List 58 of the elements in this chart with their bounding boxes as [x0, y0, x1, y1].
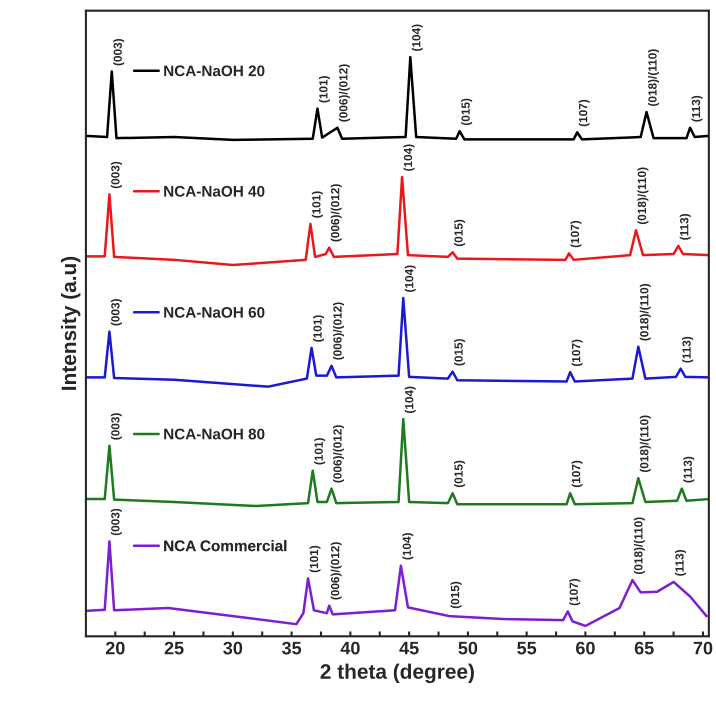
- legend-label: NCA-NaOH 20: [164, 65, 264, 76]
- annotation: (107): [578, 100, 590, 126]
- annotation: (015): [454, 339, 466, 366]
- x-tick-label: 70: [694, 642, 712, 654]
- annotation: (101): [310, 546, 321, 572]
- x-axis-title: 2 theta (degree): [320, 664, 474, 684]
- annotation: (104): [412, 24, 423, 51]
- annotation: (018)/(110): [648, 49, 659, 106]
- annotation: (006)/(012): [333, 425, 344, 482]
- annotation: (101): [312, 191, 323, 218]
- annotation: (107): [570, 220, 582, 248]
- annotation: (003): [110, 162, 122, 188]
- annotation: (006)/(012): [330, 184, 342, 242]
- annotation: (003): [110, 508, 122, 536]
- legend-label: NCA-NaOH 60: [164, 306, 264, 318]
- annotation: (003): [110, 299, 122, 326]
- x-tick-label: 65: [634, 642, 654, 654]
- annotation: (113): [682, 336, 694, 363]
- annotation: (101): [313, 315, 324, 342]
- x-tick-label: 30: [223, 642, 242, 654]
- annotation: (104): [402, 533, 414, 560]
- x-tick-label: 35: [282, 642, 302, 654]
- x-tick-label: 60: [576, 642, 595, 654]
- x-tick-label: 50: [458, 642, 478, 654]
- annotation: (006)/(012): [330, 542, 342, 600]
- annotation: (015): [461, 98, 472, 126]
- x-tick-label: 45: [399, 642, 419, 654]
- annotation: (003): [113, 39, 124, 66]
- annotation: (104): [404, 144, 415, 171]
- annotation: (113): [675, 550, 686, 576]
- annotation: (107): [569, 578, 580, 606]
- legend-label: NCA-NaOH 80: [164, 428, 264, 440]
- annotation: (018)/(110): [640, 415, 651, 472]
- annotation: (113): [683, 456, 694, 482]
- annotation: (015): [454, 460, 466, 488]
- annotation: (015): [450, 582, 462, 608]
- annotation: (104): [404, 386, 416, 413]
- annotation: (003): [110, 413, 122, 440]
- annotation: (018)/(110): [634, 517, 645, 574]
- annotation: (107): [572, 460, 583, 488]
- x-tick-label: 55: [517, 642, 536, 654]
- annotation: (113): [691, 96, 702, 122]
- annotation: (104): [404, 266, 416, 292]
- annotation: (107): [572, 340, 583, 366]
- annotation: (101): [314, 438, 326, 465]
- annotation: (015): [454, 220, 466, 246]
- legend-label: NCA Commercial: [164, 540, 286, 552]
- annotation: (018)/(110): [637, 168, 648, 224]
- annotation: (101): [318, 76, 330, 102]
- annotation: (018)/(110): [640, 284, 651, 341]
- x-tick-label: 20: [106, 642, 125, 654]
- x-tick-label: 25: [164, 642, 184, 654]
- y-axis-title: Intensity (a.u): [60, 256, 80, 390]
- annotation: (006)/(012): [338, 64, 350, 122]
- x-tick-label: 40: [340, 642, 360, 654]
- annotation: (006)/(012): [333, 302, 344, 360]
- legend-label: NCA-NaOH 40: [164, 186, 264, 197]
- annotation: (113): [680, 214, 691, 240]
